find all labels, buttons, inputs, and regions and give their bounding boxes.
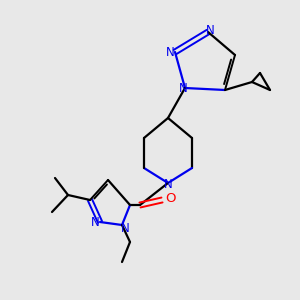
- Text: N: N: [164, 178, 172, 191]
- Text: N: N: [91, 217, 99, 230]
- Text: N: N: [178, 82, 188, 95]
- Text: N: N: [206, 23, 214, 37]
- Text: O: O: [165, 191, 175, 205]
- Text: N: N: [121, 221, 129, 235]
- Text: N: N: [166, 46, 174, 59]
